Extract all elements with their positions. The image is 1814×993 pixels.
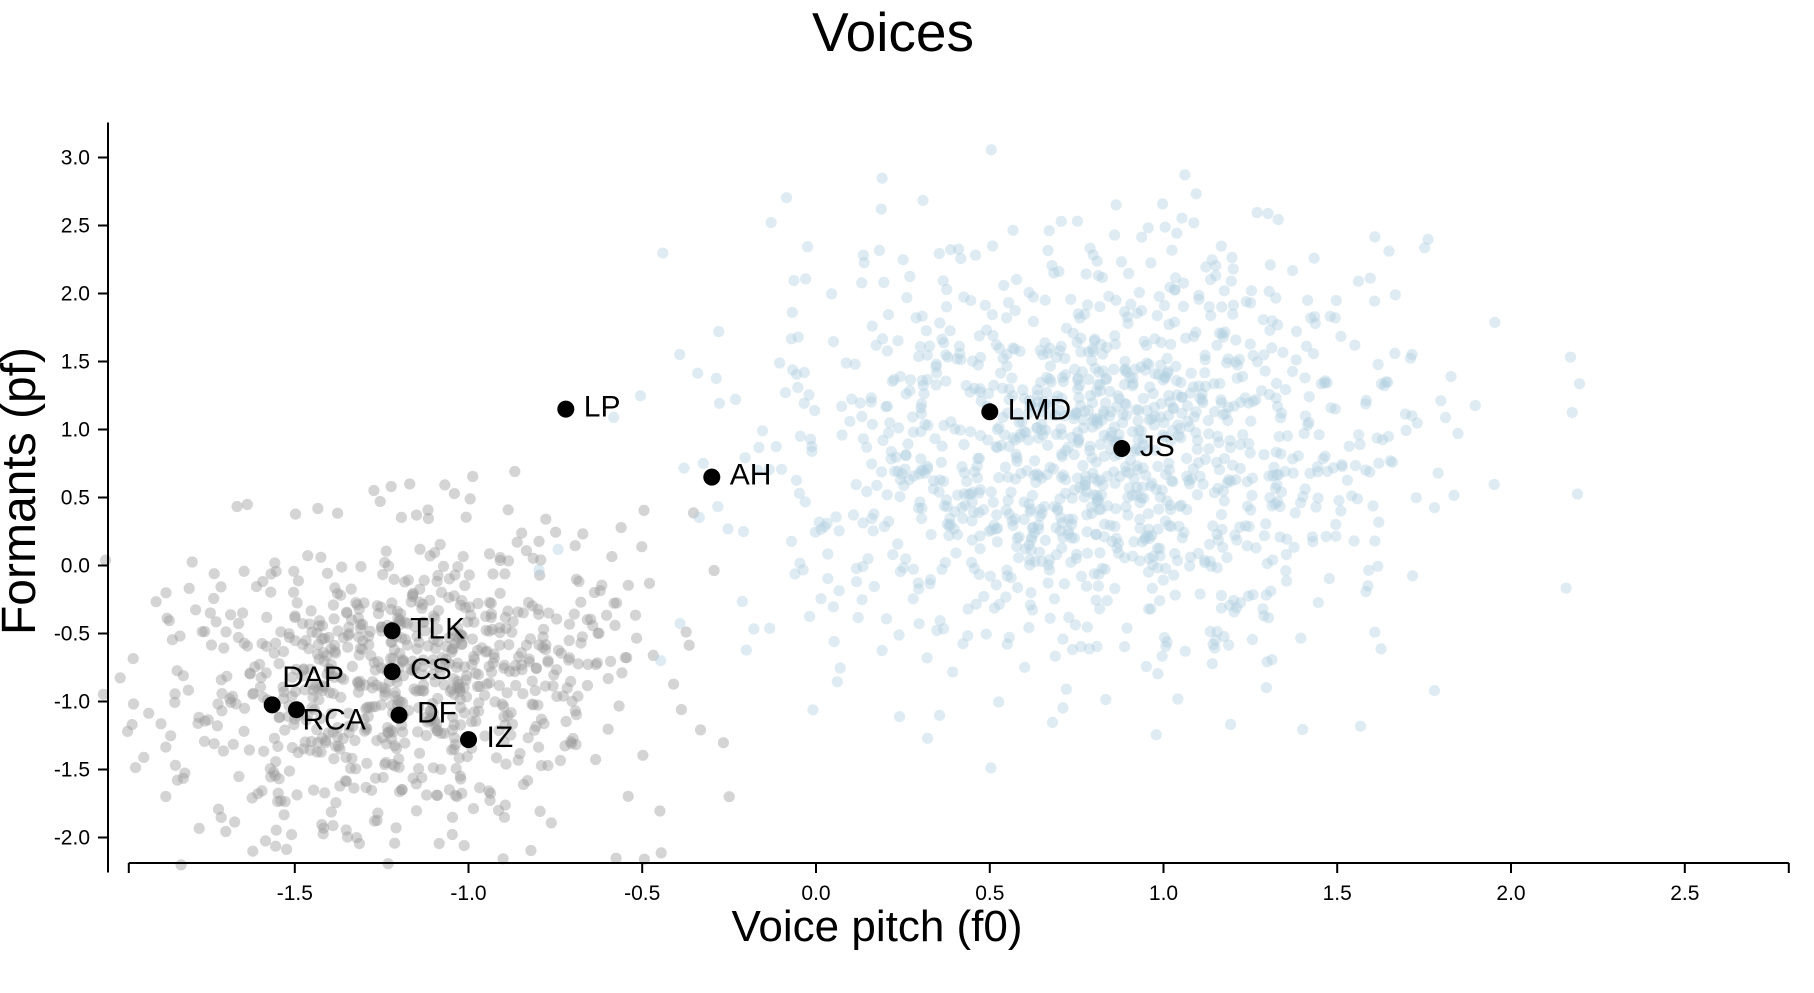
svg-text:JS: JS bbox=[1140, 430, 1175, 463]
svg-text:Voice pitch (f0): Voice pitch (f0) bbox=[731, 902, 1022, 951]
svg-text:1.5: 1.5 bbox=[1323, 882, 1352, 905]
svg-text:0.5: 0.5 bbox=[61, 487, 90, 510]
svg-text:LP: LP bbox=[584, 391, 621, 424]
svg-text:AH: AH bbox=[730, 459, 772, 492]
svg-text:LMD: LMD bbox=[1008, 393, 1071, 426]
svg-text:IZ: IZ bbox=[487, 721, 514, 754]
svg-text:2.0: 2.0 bbox=[1496, 882, 1525, 905]
svg-text:CS: CS bbox=[410, 653, 452, 686]
svg-text:-1.0: -1.0 bbox=[450, 882, 486, 905]
svg-text:-2.0: -2.0 bbox=[54, 827, 90, 850]
svg-text:-1.0: -1.0 bbox=[54, 691, 90, 714]
svg-text:-1.5: -1.5 bbox=[277, 882, 313, 905]
svg-text:TLK: TLK bbox=[410, 612, 465, 645]
svg-text:0.0: 0.0 bbox=[61, 555, 90, 578]
svg-text:2.5: 2.5 bbox=[1670, 882, 1699, 905]
svg-text:1.0: 1.0 bbox=[1149, 882, 1178, 905]
svg-text:-0.5: -0.5 bbox=[54, 623, 90, 646]
svg-text:1.5: 1.5 bbox=[61, 351, 90, 374]
svg-text:-1.5: -1.5 bbox=[54, 759, 90, 782]
svg-text:3.0: 3.0 bbox=[61, 147, 90, 170]
svg-text:DAP: DAP bbox=[282, 661, 344, 694]
svg-text:DF: DF bbox=[417, 697, 457, 730]
svg-text:-0.5: -0.5 bbox=[624, 882, 660, 905]
svg-text:2.5: 2.5 bbox=[61, 215, 90, 238]
svg-text:Voices: Voices bbox=[812, 1, 974, 63]
svg-text:1.0: 1.0 bbox=[61, 419, 90, 442]
svg-text:Formants (pf): Formants (pf) bbox=[0, 347, 46, 635]
svg-text:2.0: 2.0 bbox=[61, 283, 90, 306]
svg-text:RCA: RCA bbox=[303, 704, 366, 737]
